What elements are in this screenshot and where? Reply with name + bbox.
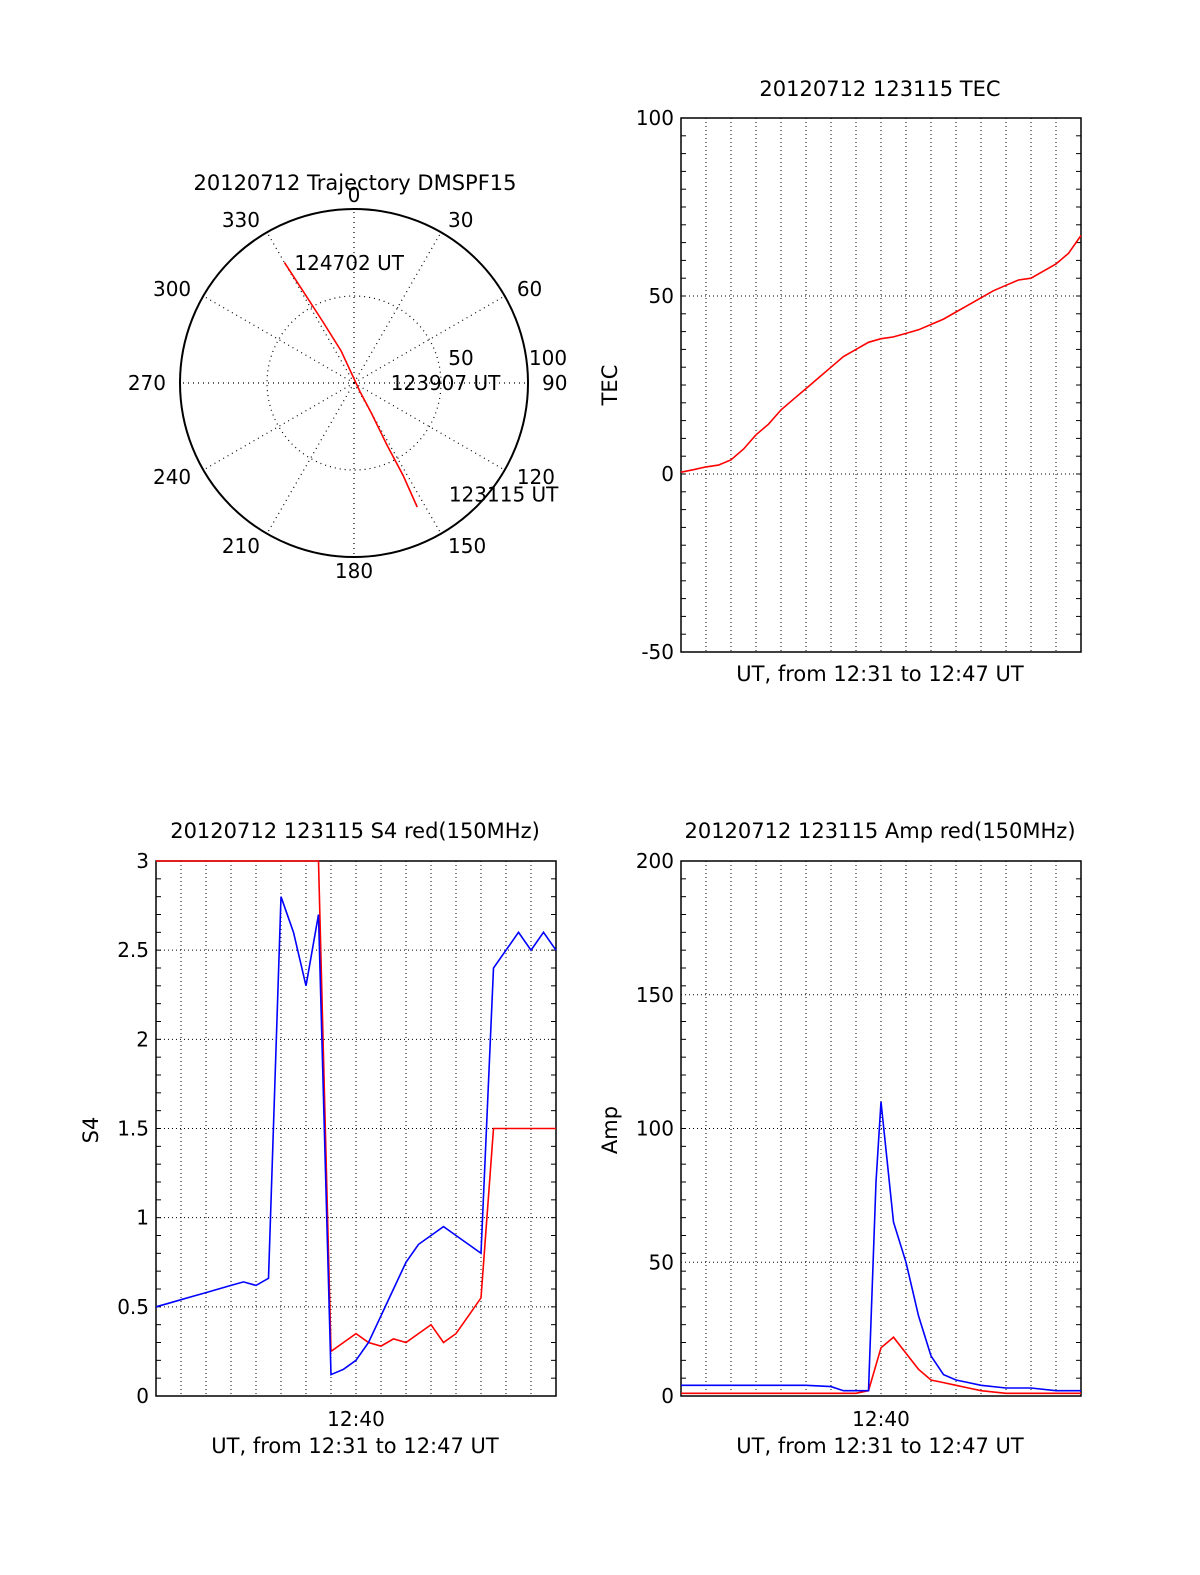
polar-azimuth-label: 0 — [348, 183, 361, 207]
s4-ytick-label: 0 — [136, 1384, 149, 1408]
s4-panel: 20120712 123115 S4 red(150MHz) 3 2.5 2 1.5 1… — [79, 819, 557, 1458]
polar-azimuth-labels: 0 30 60 90 120 150 180 210 240 270 300 330 — [128, 183, 568, 583]
polar-spoke — [203, 382, 355, 471]
amp-ytick-label: 50 — [649, 1250, 674, 1274]
amp-ytick-label: 200 — [636, 849, 674, 873]
amp-ytick-label: 0 — [661, 1384, 674, 1408]
s4-ytick-label: 1.5 — [117, 1117, 149, 1141]
s4-ytick-label: 2.5 — [117, 938, 149, 962]
polar-inner-circle — [266, 295, 442, 471]
polar-spoke — [266, 382, 355, 534]
polar-azimuth-label: 270 — [128, 371, 166, 395]
amp-ylabel: Amp — [598, 1106, 622, 1154]
s4-ylabel: S4 — [79, 1117, 103, 1144]
polar-azimuth-label: 120 — [517, 465, 555, 489]
amp-title: 20120712 123115 Amp red(150MHz) — [684, 819, 1075, 843]
tec-xlabel: UT, from 12:31 to 12:47 UT — [736, 662, 1024, 686]
tec-series — [680, 235, 1082, 473]
polar-grid — [179, 208, 529, 558]
s4-series — [155, 860, 557, 1376]
polar-azimuth-label: 210 — [222, 534, 260, 558]
polar-azimuth-label: 90 — [542, 371, 567, 395]
s4-ytick-label: 0.5 — [117, 1295, 149, 1319]
polar-azimuth-label: 180 — [335, 559, 373, 583]
amp-ytick-label: 100 — [636, 1117, 674, 1141]
tec-ytick-label: 50 — [649, 284, 674, 308]
s4-tick-labels: 3 2.5 2 1.5 1 0.5 0 12:40 — [117, 849, 385, 1431]
polar-title: 20120712 Trajectory DMSPF15 — [193, 171, 516, 195]
polar-spoke — [353, 232, 442, 384]
polar-spoke — [266, 232, 355, 384]
s4-ytick-label: 2 — [136, 1027, 149, 1051]
polar-azimuth-label: 300 — [153, 277, 191, 301]
amp-xtick-label: 12:40 — [852, 1407, 910, 1431]
polar-spoke — [353, 295, 505, 384]
tec-panel: 20120712 123115 TEC 100 50 0 -50 UT, from 1… — [598, 77, 1082, 686]
polar-azimuth-label: 30 — [448, 208, 473, 232]
tec-ytick-label: -50 — [641, 640, 674, 664]
amp-frame — [680, 860, 1082, 1397]
polar-annotation: 123907 UT — [391, 371, 501, 395]
s4-xtick-label: 12:40 — [327, 1407, 385, 1431]
tec-ytick-label: 0 — [661, 462, 674, 486]
polar-azimuth-label: 150 — [448, 534, 486, 558]
polar-radial-label: 50 — [448, 346, 473, 370]
polar-spoke — [353, 382, 505, 471]
polar-trajectory-line — [283, 261, 418, 508]
tec-title: 20120712 123115 TEC — [759, 77, 1000, 101]
polar-spoke — [353, 382, 442, 534]
amp-tick-labels: 200 150 100 50 0 12:40 — [636, 849, 910, 1431]
polar-radial-label: 100 — [529, 346, 567, 370]
s4-ytick-label: 1 — [136, 1206, 149, 1230]
polar-azimuth-label: 240 — [153, 465, 191, 489]
tec-frame — [680, 117, 1082, 653]
tec-grid — [680, 117, 1082, 653]
s4-ytick-label: 3 — [136, 849, 149, 873]
polar-series — [283, 261, 418, 508]
polar-azimuth-label: 330 — [222, 208, 260, 232]
amp-panel: 20120712 123115 Amp red(150MHz) 200 150 10… — [598, 819, 1082, 1458]
s4-xlabel: UT, from 12:31 to 12:47 UT — [211, 1434, 499, 1458]
amp-xlabel: UT, from 12:31 to 12:47 UT — [736, 1434, 1024, 1458]
tec-ytick-label: 100 — [636, 106, 674, 130]
tec-series-red-line — [680, 235, 1082, 473]
tec-ylabel: TEC — [598, 365, 622, 407]
polar-outer-circle — [179, 208, 529, 558]
polar-panel: 20120712 Trajectory DMSPF15 0 30 60 90 120 15… — [128, 171, 568, 583]
polar-annotations: 124702 UT 123907 UT 123115 UT — [294, 251, 559, 507]
s4-series-blue-line — [155, 896, 557, 1376]
amp-series — [681, 1101, 1081, 1395]
polar-annotation: 124702 UT — [294, 251, 404, 275]
s4-series-red-line — [156, 860, 556, 1353]
amp-grid — [680, 860, 1082, 1397]
polar-spoke — [203, 295, 355, 384]
polar-annotation: 123115 UT — [449, 483, 559, 507]
amp-series-red-line — [681, 1336, 1081, 1395]
polar-radial-labels: 50 100 — [448, 346, 567, 370]
s4-title: 20120712 123115 S4 red(150MHz) — [170, 819, 540, 843]
tec-tick-labels: 100 50 0 -50 — [636, 106, 674, 664]
amp-series-blue-line — [681, 1101, 1081, 1392]
polar-azimuth-label: 60 — [517, 277, 542, 301]
amp-ytick-label: 150 — [636, 983, 674, 1007]
